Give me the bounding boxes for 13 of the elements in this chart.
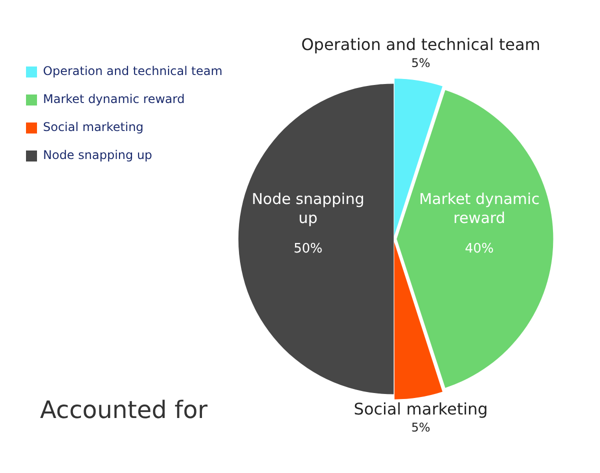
data-label: 5% <box>411 420 430 434</box>
legend-label: Social marketing <box>43 120 144 134</box>
data-label: 5% <box>411 56 430 70</box>
slice-label: Node snapping up <box>252 190 364 227</box>
legend-label: Market dynamic reward <box>43 92 185 106</box>
slice-label: Market dynamic reward <box>419 190 540 227</box>
legend-label: Operation and technical team <box>43 64 222 78</box>
legend-label: Node snapping up <box>43 148 152 162</box>
data-label: 40% <box>464 241 494 256</box>
text: Accounted for <box>40 396 208 424</box>
slice-label: Social marketing <box>354 399 488 418</box>
data-label: 50% <box>294 241 322 256</box>
slice-label: Operation and technical team <box>301 34 540 54</box>
